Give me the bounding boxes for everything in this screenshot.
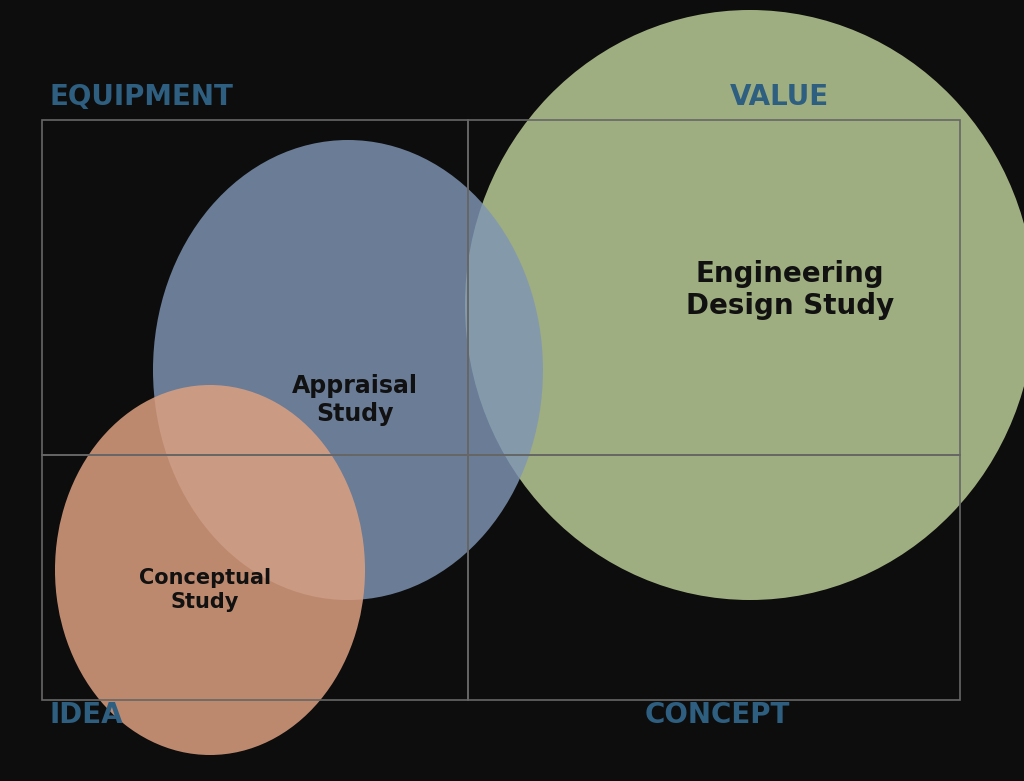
Text: Appraisal
Study: Appraisal Study <box>292 374 418 426</box>
Ellipse shape <box>153 140 543 600</box>
Ellipse shape <box>55 385 365 755</box>
Text: Engineering
Design Study: Engineering Design Study <box>686 260 894 320</box>
Text: VALUE: VALUE <box>730 83 829 111</box>
Bar <box>42 455 468 700</box>
Bar <box>42 120 468 455</box>
Text: Conceptual
Study: Conceptual Study <box>139 569 271 612</box>
Text: EQUIPMENT: EQUIPMENT <box>50 83 233 111</box>
Text: IDEA: IDEA <box>50 701 124 729</box>
Bar <box>468 455 961 700</box>
Ellipse shape <box>465 10 1024 600</box>
Text: CONCEPT: CONCEPT <box>645 701 791 729</box>
Bar <box>468 120 961 455</box>
